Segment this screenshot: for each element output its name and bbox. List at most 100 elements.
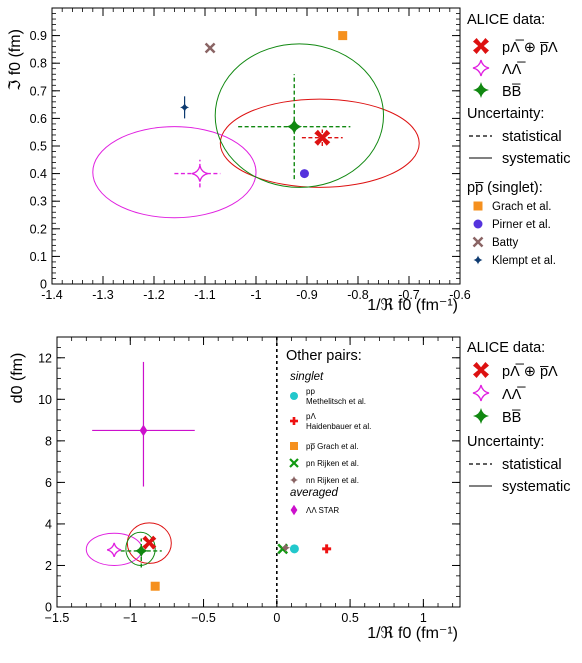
ref-nn-rijken-et-al: [281, 543, 291, 553]
bottom-legend-label-systematic: systematic: [502, 479, 571, 495]
x-tick-label-1-2: -1.2: [143, 288, 165, 302]
x-tick-label-1-1: -1.1: [194, 288, 216, 302]
top-legend-label-plambda: pΛ̅ ⊕ p̅Λ: [502, 40, 558, 56]
y-tick-label-0-6: 0.6: [30, 112, 47, 126]
y-tick-label-12: 12: [38, 351, 52, 365]
inset-marker-pn-rijken-et-al: [289, 458, 299, 468]
ref-nn-rijken-et-al-shape: [281, 543, 291, 553]
top-plot-frame: [51, 7, 461, 285]
point-lambdalambda: [191, 165, 209, 182]
ref-star: [139, 424, 148, 437]
point-bbbar-shape: [286, 118, 303, 135]
inset-label-pp-line2: Methelitsch et al.: [306, 397, 366, 406]
point-bbbar: [286, 118, 303, 135]
inset-label-pn-rijken: pn Rijken et al.: [306, 459, 359, 468]
legend-marker-lambdalambda: [472, 59, 490, 77]
top-legend-label-statistical: statistical: [502, 129, 562, 145]
inset-label-pp-line1: pp: [306, 387, 315, 396]
ref-pirner-et-al: [299, 169, 309, 179]
top-ticks: [51, 7, 461, 285]
ref-pp-grach-et-al-shape: [150, 581, 160, 591]
bottom-statistical-errors: [92, 361, 195, 568]
ref-pirner-et-al-shape: [299, 169, 309, 179]
point-plambda-shape: [142, 535, 157, 550]
y-tick-label-2: 2: [45, 559, 52, 573]
inset-marker-p-haidenbauer-et-al: [290, 417, 298, 425]
inset-legend-group-averaged: averaged: [290, 487, 339, 499]
bottom-legend: ALICE data: pΛ̅ ⊕ p̅Λ ΛΛ̅ BB̅ Uncertaint…: [467, 340, 571, 495]
inset-label-lambdalambda-star: ΛΛ STAR: [306, 506, 339, 515]
ref-p-haidenbauer-et-al: [322, 544, 332, 554]
inset-legend: Other pairs: singlet pp Methelitsch et a…: [286, 348, 371, 516]
bottom-legend-heading-alice: ALICE data:: [467, 340, 545, 356]
top-y-axis-label: ℑ f0 (fm): [7, 29, 24, 91]
bottom-x-axis-label: 1/ℜ f0 (fm⁻¹): [367, 625, 458, 642]
top-legend-label-systematic: systematic: [502, 151, 571, 167]
legend-ref-grach-et-al-shape: [473, 201, 483, 211]
y-tick-label-0-3: 0.3: [30, 195, 47, 209]
y-tick-label-10: 10: [38, 393, 52, 407]
ref-grach-et-al: [338, 31, 348, 41]
legend-marker-bbbar-shape: [473, 82, 489, 98]
inset-marker-nn-rijken-et-al: [290, 476, 298, 484]
y-tick-label-0-5: 0.5: [30, 140, 47, 154]
y-tick-label-0-2: 0.2: [30, 222, 47, 236]
bottom-ticks: [56, 336, 460, 608]
inset-marker-pp-grach-et-al: [290, 442, 298, 450]
x-tick-label-1-5: −1.5: [45, 611, 70, 625]
legend-ref-klempt-et-al: [473, 255, 483, 265]
bottom-y-tick-labels: 0 2 4 6 8 10 12: [38, 351, 52, 614]
inset-legend-title: Other pairs:: [286, 348, 362, 364]
top-y-tick-labels: 0 0.1 0.2 0.3 0.4 0.5 0.6 0.7 0.8 0.9: [30, 29, 47, 291]
inset-marker-pp-methelitsch-et-al: [290, 392, 298, 400]
point-bbbar: [134, 543, 149, 558]
top-panel: -1.4 -1.3 -1.2 -1.1 -1 -0.9 -0.8 -0.7 -0.6 00.10…: [7, 7, 571, 314]
ellipse-plambda: [126, 522, 172, 564]
legend-marker-plambda: [473, 38, 489, 54]
x-tick-label-0-5: −0.5: [191, 611, 216, 625]
ref-batty-b: [204, 42, 216, 54]
bottom-x-tick-labels: −1.5 −1 −0.5 0 0.5 1: [45, 611, 427, 625]
top-legend-label-bbbar: BB̅: [502, 84, 521, 100]
ref-grach-et-al-shape: [338, 31, 348, 41]
y-tick-label-4: 4: [45, 517, 52, 531]
top-legend-label-batty: Batty: [492, 237, 518, 249]
legend-marker-bbbar: [473, 408, 489, 424]
top-legend-heading-uncertainty: Uncertainty:: [467, 106, 544, 122]
ellipse-lambdalambda: [92, 126, 257, 219]
legend-marker-lambdalambda: [472, 384, 490, 402]
ref-klempt-et-al-shape: [180, 102, 190, 112]
bottom-plot-frame: [56, 336, 461, 608]
ref-pp-methelitsch-et-al: [289, 544, 299, 554]
inset-marker-pn-rijken-et-al-b: [289, 458, 299, 468]
legend-ref-pirner-et-al: [473, 219, 483, 229]
legend-ref-batty: [472, 236, 484, 248]
top-legend: ALICE data: pΛ̅ ⊕ p̅Λ ΛΛ̅ BB̅ Uncertaint…: [467, 12, 571, 267]
y-tick-label-0-7: 0.7: [30, 84, 47, 98]
inset-marker-nn-rijken-et-al-shape: [290, 476, 298, 484]
point-lambdalambda-shape: [191, 165, 209, 182]
inset-marker-star: [290, 504, 298, 516]
legend-marker-lambdalambda-shape: [472, 59, 490, 77]
y-tick-label-0-4: 0.4: [30, 167, 47, 181]
inset-label-plambda-line1: pΛ: [306, 412, 316, 421]
point-plambda: [142, 535, 157, 550]
inset-label-ppbar-grach: pp̅ Grach et al.: [306, 442, 358, 451]
top-legend-label-klempt: Klempt et al.: [492, 255, 556, 267]
x-tick-label-1: -1: [250, 288, 261, 302]
top-legend-heading-ppbar: pp̅ (singlet):: [467, 180, 543, 196]
legend-marker-plambda-shape: [473, 38, 489, 54]
top-legend-label-lambdalambda: ΛΛ̅: [502, 62, 526, 78]
point-lambdalambda: [106, 542, 122, 558]
ellipse-bbbar: [214, 43, 385, 188]
bottom-data-points: [106, 535, 157, 558]
legend-marker-lambdalambda-shape: [472, 384, 490, 402]
top-legend-label-pirner: Pirner et al.: [492, 219, 551, 231]
top-legend-markers: [472, 38, 490, 265]
y-tick-label-6: 6: [45, 476, 52, 490]
y-tick-label-0-8: 0.8: [30, 57, 47, 71]
legend-marker-bbbar-shape: [473, 408, 489, 424]
top-data-points: [191, 118, 331, 182]
ref-pp-methelitsch-et-al-shape: [289, 544, 299, 554]
top-legend-heading-alice: ALICE data:: [467, 12, 545, 28]
